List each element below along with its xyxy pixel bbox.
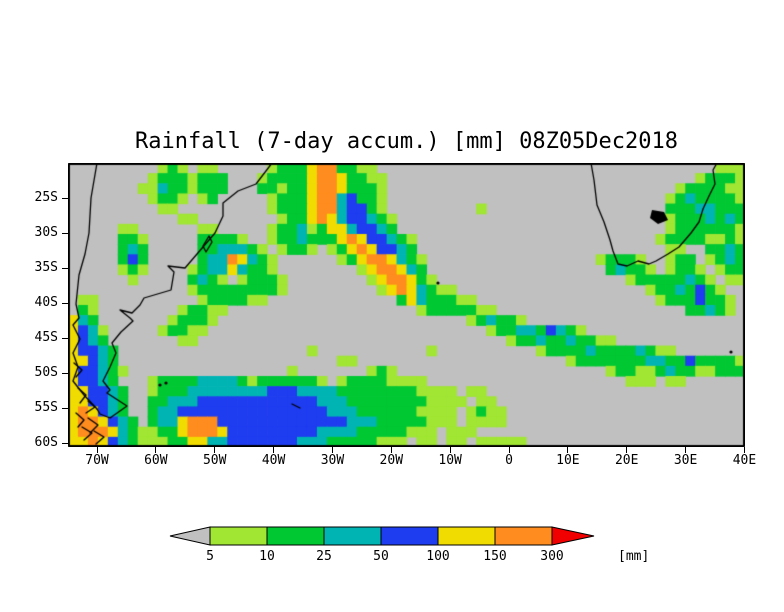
x-tick-label: 10W — [438, 453, 462, 468]
x-tick-label: 50W — [202, 453, 227, 468]
y-tick — [62, 197, 68, 199]
colorbar-segment — [437, 526, 496, 546]
colorbar-label: 150 — [483, 549, 506, 564]
x-tick — [96, 447, 98, 453]
x-tick — [273, 447, 275, 453]
x-tick — [155, 447, 157, 453]
colorbar-segment — [494, 526, 553, 546]
colorbar-segment — [266, 526, 325, 546]
x-tick — [508, 447, 510, 453]
x-tick-label: 70W — [85, 453, 109, 468]
chart-title: Rainfall (7-day accum.) [mm] 08Z05Dec201… — [134, 129, 679, 154]
y-tick-label: 35S — [34, 260, 58, 275]
y-tick — [62, 267, 68, 269]
map-plot — [68, 163, 745, 447]
x-tick — [214, 447, 216, 453]
y-tick — [62, 232, 68, 234]
colorbar-legend: 5 10 25 50 100 150 300 [mm] — [158, 522, 658, 568]
y-tick-label: 50S — [34, 365, 58, 380]
y-tick-label: 60S — [34, 435, 58, 450]
colorbar-arrow-high — [551, 526, 595, 546]
y-tick-label: 40S — [34, 295, 58, 310]
y-tick-label: 55S — [34, 400, 58, 415]
y-tick-label: 45S — [34, 330, 58, 345]
x-tick — [390, 447, 392, 453]
x-tick — [626, 447, 628, 453]
x-tick-label: 0 — [505, 453, 513, 468]
x-tick — [685, 447, 687, 453]
colorbar-segment — [209, 526, 268, 546]
y-tick-label: 25S — [34, 190, 58, 205]
colorbar-label: 5 — [206, 549, 214, 564]
y-tick — [62, 372, 68, 374]
x-tick — [449, 447, 451, 453]
colorbar-label: 50 — [373, 549, 389, 564]
x-tick-label: 10E — [556, 453, 580, 468]
colorbar-label: 100 — [426, 549, 449, 564]
colorbar-label: 25 — [316, 549, 332, 564]
colorbar: 5 10 25 50 100 150 300 [mm] — [169, 526, 649, 564]
x-tick-label: 40W — [261, 453, 286, 468]
x-tick — [743, 447, 745, 453]
x-tick-label: 40E — [732, 453, 757, 468]
colorbar-segment — [380, 526, 439, 546]
x-tick-label: 30E — [673, 453, 698, 468]
x-tick-label: 20W — [379, 453, 404, 468]
colorbar-label: 300 — [540, 549, 563, 564]
y-tick — [62, 302, 68, 304]
y-tick-label: 30S — [34, 225, 58, 240]
colorbar-segment — [323, 526, 382, 546]
colorbar-label: 10 — [259, 549, 275, 564]
x-tick — [331, 447, 333, 453]
y-tick — [62, 337, 68, 339]
x-tick-label: 30W — [320, 453, 345, 468]
x-tick-label: 20E — [614, 453, 639, 468]
x-tick — [567, 447, 569, 453]
rainfall-heatmap-canvas — [68, 163, 745, 447]
colorbar-arrow-low — [169, 526, 211, 546]
colorbar-unit-label: [mm] — [618, 549, 649, 564]
y-tick — [62, 442, 68, 444]
y-tick — [62, 407, 68, 409]
x-tick-label: 60W — [144, 453, 168, 468]
